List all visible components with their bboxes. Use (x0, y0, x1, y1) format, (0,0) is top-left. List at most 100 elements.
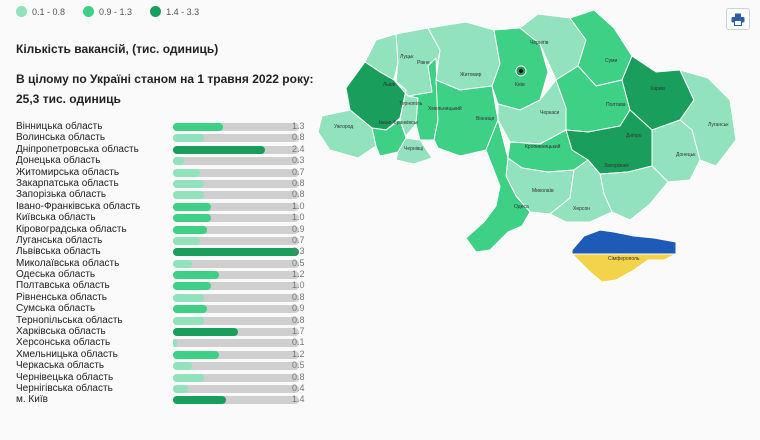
region-name: Хмельницька область (16, 348, 118, 360)
printer-icon (731, 13, 745, 26)
map-label: Чернівці (404, 146, 423, 152)
region-value: 0.5 (292, 257, 305, 268)
map-label: Луганськ (708, 122, 729, 128)
legend-label: 0.1 - 0.8 (32, 6, 66, 17)
bar-fill (173, 202, 212, 211)
region-row[interactable]: Кіровоградська область 0.9 (16, 224, 316, 235)
map-label: Тернопіль (399, 101, 423, 107)
bar-track (173, 316, 299, 325)
region-value: 1.4 (292, 394, 305, 405)
map-label: Хмельницький (428, 105, 462, 112)
legend-item[interactable]: 0.9 - 1.3 (83, 6, 132, 17)
region-name: Львівська область (16, 246, 101, 258)
region-row[interactable]: Дніпропетровська область 2.4 (16, 144, 316, 155)
print-button[interactable] (726, 8, 750, 30)
region-row[interactable]: Полтавська область 1.0 (16, 280, 316, 291)
region-name: Рівненська область (16, 291, 107, 303)
region-zhytomyr[interactable] (427, 21, 501, 91)
map-label: Ужгород (334, 124, 353, 130)
region-row[interactable]: Житомирська область 0.7 (16, 167, 316, 178)
region-row[interactable]: Закарпатська область 0.8 (16, 178, 316, 189)
bar-fill (173, 362, 193, 371)
map-label: Вінниця (476, 116, 495, 122)
legend-label: 1.4 - 3.3 (166, 6, 200, 17)
region-row[interactable]: Рівненська область 0.8 (16, 292, 316, 303)
region-row[interactable]: Луганська область 0.7 (16, 235, 316, 246)
region-value: 0.8 (292, 177, 305, 188)
region-row[interactable]: Івано-Франківська область 1.0 (16, 201, 316, 212)
region-row[interactable]: Тернопільська область 0.8 (16, 315, 316, 326)
region-chernivtsi[interactable] (395, 137, 433, 165)
region-row[interactable]: Київська область 1.0 (16, 212, 316, 223)
region-name: Херсонська область (16, 337, 111, 349)
map-legend: 0.1 - 0.8 0.9 - 1.3 1.4 - 3.3 (16, 6, 199, 17)
region-name: Житомирська область (16, 166, 120, 178)
bar-fill (173, 282, 212, 291)
bar-track (173, 248, 299, 257)
region-value: 1.7 (292, 326, 305, 337)
bar-track (173, 157, 299, 166)
region-row[interactable]: Запорізька область 0.8 (16, 189, 316, 200)
region-value: 0.8 (292, 189, 305, 200)
region-crimea[interactable] (571, 229, 677, 255)
region-row[interactable]: Чернівецька область 0.8 (16, 372, 316, 383)
region-row[interactable]: м. Київ 1.4 (16, 394, 316, 405)
bar-track (173, 384, 299, 393)
region-zakarpattia[interactable] (317, 109, 377, 159)
region-name: Чернігівська область (16, 382, 113, 394)
region-name: Одеська область (16, 269, 96, 281)
region-name: Запорізька область (16, 189, 107, 201)
region-row[interactable]: Хмельницька область 1.2 (16, 349, 316, 360)
region-name: Миколаївська область (16, 257, 120, 269)
bar-fill (173, 168, 200, 177)
legend-label: 0.9 - 1.3 (99, 6, 133, 17)
region-odesa[interactable] (465, 119, 531, 253)
bar-fill (173, 225, 208, 234)
region-bar-list: Вінницька область 1.3 Волинська область 0.8… (16, 121, 316, 406)
map-label: Львів (383, 82, 396, 88)
bar-fill (173, 248, 299, 257)
bar-fill (173, 339, 177, 348)
map-label: Донецьк (676, 152, 696, 158)
region-value: 0.8 (292, 291, 305, 302)
bar-track (173, 134, 299, 143)
region-row[interactable]: Черкаська область 0.5 (16, 360, 316, 371)
region-row[interactable]: Одеська область 1.2 (16, 269, 316, 280)
bar-fill (173, 179, 204, 188)
region-row[interactable]: Львівська область 3.3 (16, 246, 316, 257)
bar-fill (173, 134, 204, 143)
map-label: Сімферополь (608, 256, 640, 262)
region-row[interactable]: Чернігівська область 0.4 (16, 383, 316, 394)
region-row[interactable]: Миколаївська область 0.5 (16, 258, 316, 269)
legend-item[interactable]: 0.1 - 0.8 (16, 6, 65, 17)
region-row[interactable]: Донецька область 0.3 (16, 155, 316, 166)
bar-fill (173, 145, 265, 154)
region-value: 0.5 (292, 360, 305, 371)
map-label: Миколаїв (532, 188, 554, 194)
region-lviv[interactable] (345, 61, 407, 131)
bar-fill (173, 123, 223, 131)
region-row[interactable]: Вінницька область 1.3 (16, 121, 316, 132)
summary-total: 25,3 тис. одиниць (16, 92, 121, 106)
region-name: Тернопільська область (16, 314, 123, 326)
region-vinnytsia[interactable] (433, 79, 499, 157)
bar-fill (173, 316, 204, 325)
bar-track (173, 339, 299, 348)
region-value: 1.0 (292, 280, 305, 291)
page-title: Кількість вакансій, (тис. одиниць) (16, 42, 219, 56)
region-row[interactable]: Херсонська область 0.1 (16, 337, 316, 348)
map-label: Суми (605, 58, 617, 64)
legend-item[interactable]: 1.4 - 3.3 (150, 6, 199, 17)
region-row[interactable]: Волинська область 0.8 (16, 132, 316, 143)
region-row[interactable]: Сумська область 0.9 (16, 303, 316, 314)
region-name: Івано-Франківська область (16, 200, 141, 212)
map-label: Одеса (514, 204, 529, 210)
region-name: Волинська область (16, 132, 106, 144)
region-kherson[interactable] (549, 159, 613, 223)
bar-fill (173, 259, 193, 268)
region-value: 1.2 (292, 348, 305, 359)
region-luhansk[interactable] (679, 69, 737, 167)
region-row[interactable]: Харківська область 1.7 (16, 326, 316, 337)
summary-caption: В цілому по Україні станом на 1 травня 2… (16, 72, 314, 86)
region-value: 0.7 (292, 234, 305, 245)
